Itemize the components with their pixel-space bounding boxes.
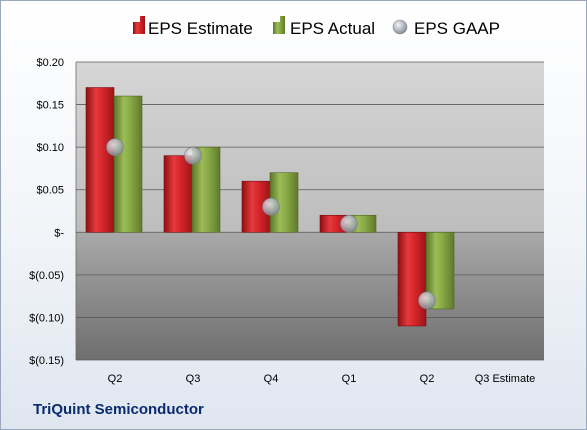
y-tick-label: $(0.10)	[29, 312, 64, 324]
x-tick-label: Q2	[420, 373, 435, 385]
gaap-markers	[106, 138, 436, 310]
y-tick-label: $0.05	[36, 185, 64, 197]
marker-eps-gaap	[340, 214, 358, 233]
bar-eps-estimate	[85, 87, 115, 233]
bar-eps-actual	[113, 95, 143, 233]
y-tick-label: $(0.05)	[29, 270, 64, 282]
company-name: TriQuint Semiconductor	[33, 401, 204, 418]
legend-label-gaap: EPS GAAP	[414, 19, 500, 38]
y-tick-label: $0.10	[36, 142, 64, 154]
y-tick-label: $-	[54, 227, 64, 239]
legend-item-estimate: EPS Estimate	[133, 16, 253, 38]
x-tick-label: Q1	[342, 373, 357, 385]
marker-eps-gaap	[106, 138, 124, 156]
marker-eps-gaap	[418, 291, 436, 310]
gridlines	[75, 61, 544, 361]
legend-label-estimate: EPS Estimate	[148, 19, 253, 38]
legend-swatch-estimate	[133, 16, 145, 34]
legend-label-actual: EPS Actual	[290, 19, 375, 38]
marker-eps-gaap	[262, 197, 280, 216]
bar-eps-estimate	[397, 231, 427, 327]
y-axis-ticks: $0.20 $0.15 $0.10 $0.05 $- $(0.05) $(0.10) $(0.…	[29, 57, 64, 367]
y-tick-label: $(0.15)	[29, 355, 64, 367]
legend-item-actual: EPS Actual	[273, 16, 375, 38]
legend-swatch-actual	[273, 16, 285, 34]
x-tick-label: Q3	[186, 373, 201, 385]
x-tick-label: Q2	[108, 373, 123, 385]
legend: EPS Estimate EPS Actual EPS GAAP	[133, 16, 500, 38]
plot-background	[76, 62, 544, 360]
legend-item-gaap: EPS GAAP	[392, 19, 500, 38]
plot-area-negative	[76, 232, 544, 360]
legend-swatch-gaap	[392, 19, 408, 35]
marker-eps-gaap	[184, 146, 202, 165]
y-tick-label: $0.15	[36, 100, 64, 112]
x-tick-label: Q4	[264, 373, 279, 385]
x-axis-ticks: Q2 Q3 Q4 Q1 Q2 Q3 Estimate	[108, 373, 536, 385]
bar-eps-estimate	[163, 155, 193, 233]
x-tick-label: Q3 Estimate	[475, 373, 536, 385]
bars	[85, 87, 455, 327]
y-tick-label: $0.20	[36, 57, 64, 69]
